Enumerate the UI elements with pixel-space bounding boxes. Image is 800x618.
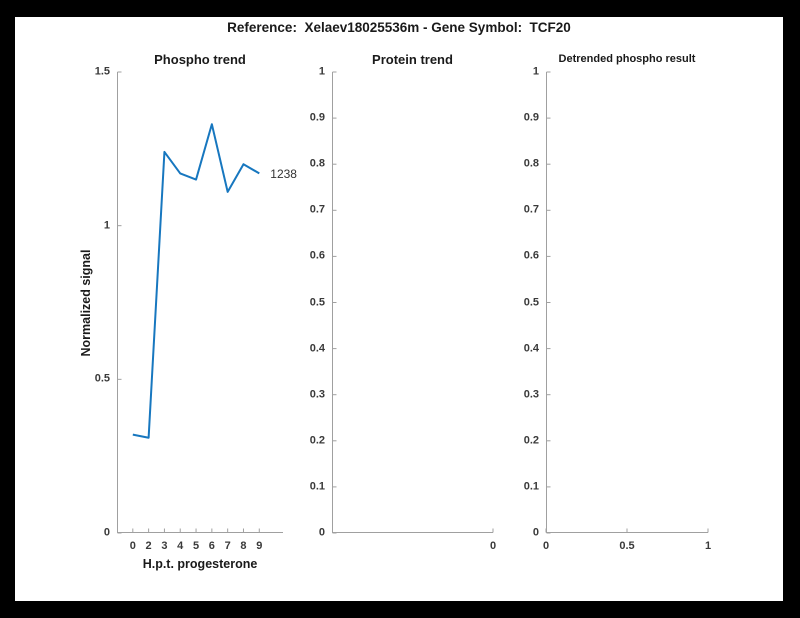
y-tick-label: 0.8 <box>309 157 325 170</box>
y-tick-label: 0.2 <box>309 434 325 447</box>
trend-line <box>132 123 260 439</box>
y-tick-label: 0.7 <box>523 203 539 216</box>
y-tick-label: 1 <box>532 65 539 78</box>
x-tick-label: 6 <box>208 540 215 552</box>
x-tick-label: 1 <box>704 540 712 552</box>
y-tick-label: 0.3 <box>523 388 539 401</box>
axes-canvas <box>117 71 283 534</box>
y-tick-label: 0.5 <box>309 296 325 308</box>
y-tick-label: 0.8 <box>523 157 539 170</box>
y-tick-label: 1 <box>318 65 325 78</box>
y-tick-label: 0.6 <box>523 249 539 262</box>
y-tick-label: 0.4 <box>523 342 539 355</box>
y-tick-label: 0.1 <box>523 480 539 493</box>
x-tick-label: 9 <box>256 540 263 552</box>
x-tick-label: 0.5 <box>619 540 635 552</box>
x-tick-label: 8 <box>240 540 247 552</box>
y-tick-label: 0.3 <box>309 388 325 401</box>
x-tick-label: 5 <box>192 540 200 552</box>
axes-canvas <box>332 71 494 534</box>
y-tick-label: 0.4 <box>309 342 325 355</box>
axes-canvas <box>545 71 709 534</box>
x-tick-label: 0 <box>129 540 136 552</box>
y-tick-label: 1 <box>103 219 110 232</box>
y-axis-label: Normalized signal <box>79 249 93 356</box>
figure-title: Reference: Xelaev18025536m - Gene Symbol… <box>227 20 571 35</box>
subplot-phospho-trend: Phospho trend H.p.t. progesterone Normal… <box>79 52 297 571</box>
x-tick-label: 7 <box>224 540 231 552</box>
endpoint-annotation: 1238 <box>270 167 297 182</box>
y-tick-label: 0.9 <box>523 111 539 124</box>
y-tick-label: 0.2 <box>523 434 539 447</box>
y-tick-label: 0 <box>318 526 325 539</box>
detrended-phospho-title: Detrended phospho result <box>558 53 696 65</box>
y-tick-label: 0.7 <box>309 203 325 216</box>
y-tick-label: 1.5 <box>94 65 110 78</box>
figure-canvas: Reference: Xelaev18025536m - Gene Symbol… <box>15 17 783 601</box>
x-tick-label: 4 <box>177 540 184 552</box>
subplot-detrended-phospho-result: Detrended phospho result 0 0.1 0.2 0.3 0.4 0.… <box>524 53 711 552</box>
y-tick-label: 0.5 <box>94 372 110 385</box>
x-tick-label: 3 <box>161 540 168 552</box>
y-tick-label: 0 <box>532 526 539 539</box>
y-tick-label: 0.6 <box>309 249 325 262</box>
x-tick-label: 0 <box>489 540 497 552</box>
y-tick-label: 0.1 <box>309 480 325 493</box>
subplot-protein-trend: Protein trend 0 0.1 0.2 0.3 0.4 0.5 0.6 0.7 0.8 0… <box>310 52 496 552</box>
y-tick-label: 0.9 <box>309 111 325 124</box>
phospho-trend-title: Phospho trend <box>154 52 246 67</box>
x-tick-label: 0 <box>542 540 550 552</box>
y-tick-label: 0.5 <box>523 296 539 308</box>
x-axis-label: H.p.t. progesterone <box>142 557 258 571</box>
x-tick-label: 2 <box>145 540 152 552</box>
y-tick-label: 0 <box>103 526 110 539</box>
protein-trend-title: Protein trend <box>372 52 453 67</box>
